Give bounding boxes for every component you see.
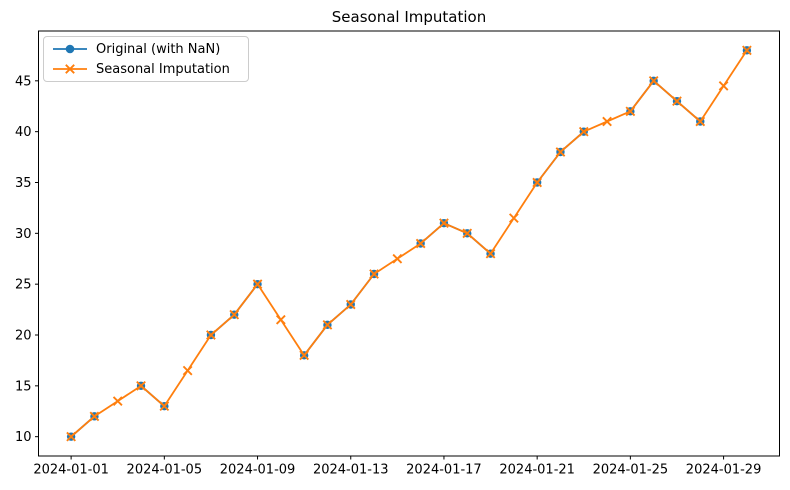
legend-line-x-icon	[53, 64, 87, 74]
series-line	[71, 50, 747, 436]
x-axis-tick-label: 2024-01-21	[499, 463, 575, 478]
series-line	[70, 49, 748, 438]
x-axis-tick-label: 2024-01-29	[686, 463, 762, 478]
chart-title: Seasonal Imputation	[332, 8, 486, 26]
y-axis-tick-label: 40	[15, 125, 32, 140]
x-axis-tick-label: 2024-01-13	[313, 463, 389, 478]
legend-label-imputation: Seasonal Imputation	[96, 61, 230, 77]
y-axis-tick-label: 10	[15, 430, 32, 445]
series-original	[66, 46, 752, 441]
legend-item-original: Original (with NaN)	[51, 39, 240, 59]
legend: Original (with NaN) Seasonal Imputation	[43, 36, 249, 82]
y-axis-tick-label: 45	[15, 74, 32, 89]
x-axis-tick-label: 2024-01-09	[220, 463, 296, 478]
y-axis-tick-label: 15	[15, 379, 32, 394]
plot-area: 10 15 20 25 30 35 40 45 2024-01-01 2024-01-05 2024…	[15, 30, 780, 478]
x-axis-tick-label: 2024-01-05	[127, 463, 203, 478]
y-axis-tick-label: 20	[15, 329, 32, 344]
x-axis-tick-label: 2024-01-17	[406, 463, 482, 478]
x-axis-tick-label: 2024-01-01	[33, 463, 109, 478]
legend-line-circle-icon	[53, 44, 87, 54]
legend-label-original: Original (with NaN)	[96, 41, 221, 57]
legend-item-imputation: Seasonal Imputation	[51, 59, 240, 79]
y-axis-tick-label: 30	[15, 227, 32, 242]
plot-border	[38, 30, 780, 457]
data-point-x	[66, 45, 752, 442]
series-imputation	[66, 45, 752, 442]
y-axis-tick-label: 35	[15, 176, 32, 191]
x-axis-tick-label: 2024-01-25	[593, 463, 669, 478]
y-axis-tick-label: 25	[15, 278, 32, 293]
